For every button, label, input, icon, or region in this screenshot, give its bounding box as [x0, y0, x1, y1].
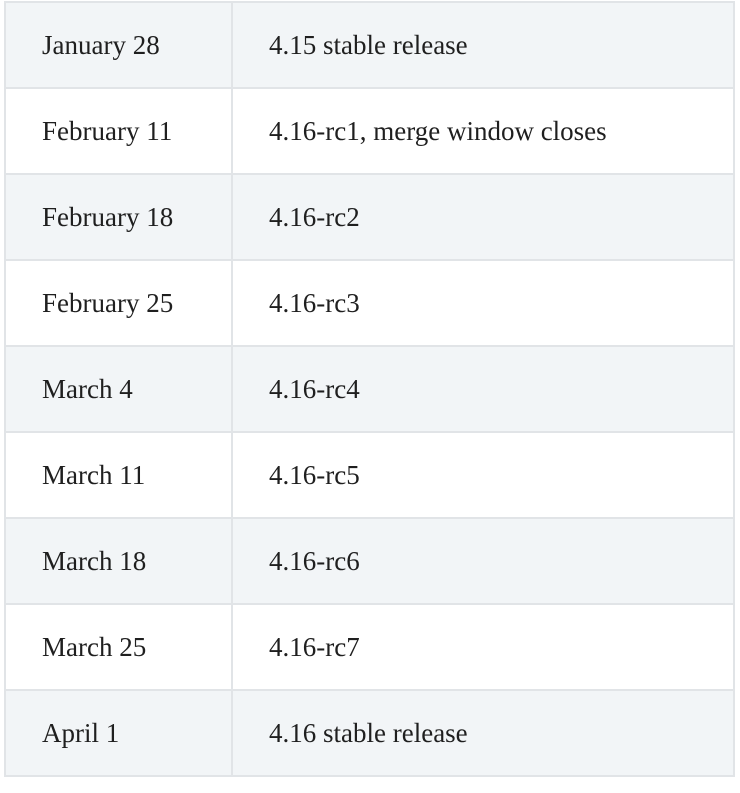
table-row: March 11 4.16-rc5 [4, 431, 735, 519]
table-row: March 4 4.16-rc4 [4, 345, 735, 433]
date-cell: April 1 [4, 689, 233, 777]
table-row: February 11 4.16-rc1, merge window close… [4, 87, 735, 175]
event-cell: 4.15 stable release [231, 1, 735, 89]
event-cell: 4.16-rc3 [231, 259, 735, 347]
date-cell: February 25 [4, 259, 233, 347]
event-cell: 4.16-rc4 [231, 345, 735, 433]
table-row: February 25 4.16-rc3 [4, 259, 735, 347]
event-cell: 4.16-rc6 [231, 517, 735, 605]
date-cell: February 18 [4, 173, 233, 261]
event-cell: 4.16 stable release [231, 689, 735, 777]
event-cell: 4.16-rc2 [231, 173, 735, 261]
table-row: March 25 4.16-rc7 [4, 603, 735, 691]
date-cell: March 11 [4, 431, 233, 519]
table-row: February 18 4.16-rc2 [4, 173, 735, 261]
event-cell: 4.16-rc5 [231, 431, 735, 519]
date-cell: March 25 [4, 603, 233, 691]
date-cell: March 4 [4, 345, 233, 433]
table-row: April 1 4.16 stable release [4, 689, 735, 777]
event-cell: 4.16-rc7 [231, 603, 735, 691]
table-row: March 18 4.16-rc6 [4, 517, 735, 605]
table-row: January 28 4.15 stable release [4, 1, 735, 89]
event-cell: 4.16-rc1, merge window closes [231, 87, 735, 175]
date-cell: January 28 [4, 1, 233, 89]
date-cell: February 11 [4, 87, 233, 175]
release-schedule-table: January 28 4.15 stable release February … [4, 1, 735, 777]
date-cell: March 18 [4, 517, 233, 605]
